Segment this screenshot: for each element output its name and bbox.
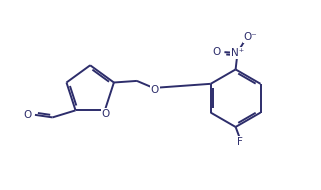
- Text: O: O: [151, 85, 159, 95]
- Text: O: O: [213, 47, 221, 57]
- Text: F: F: [237, 137, 242, 147]
- Text: O: O: [101, 109, 109, 119]
- Text: O⁻: O⁻: [243, 32, 257, 42]
- Text: O: O: [24, 110, 32, 120]
- Text: N⁺: N⁺: [230, 48, 244, 58]
